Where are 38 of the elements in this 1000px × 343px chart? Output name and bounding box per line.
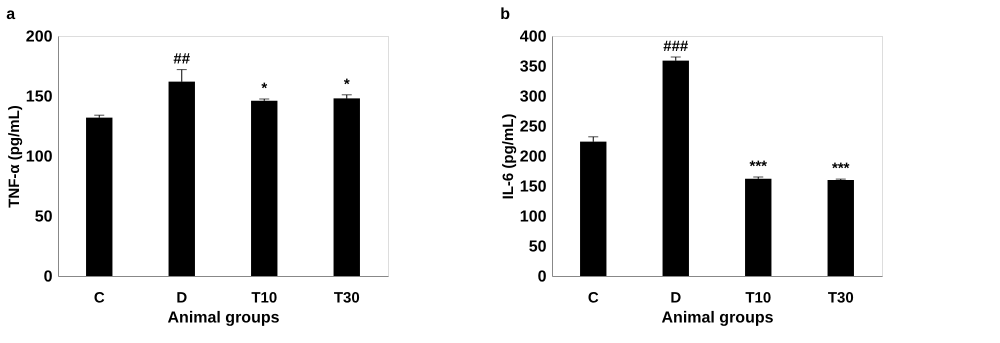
y-tick-label: 300: [520, 88, 547, 106]
y-tick-label: 50: [34, 208, 53, 226]
y-tick-label: 150: [520, 178, 547, 196]
y-tick-label: 150: [26, 88, 53, 106]
annotation: ***: [832, 160, 850, 178]
x-tick-label: T10: [251, 290, 278, 306]
x-tick-label: T10: [745, 290, 772, 306]
x-tick-label: C: [588, 290, 599, 306]
y-tick-label: 100: [520, 208, 547, 226]
y-axis-title: TNF-α (pg/mL): [6, 105, 23, 208]
bar: [334, 98, 360, 276]
annotation: *: [261, 80, 268, 97]
y-tick-label: 200: [26, 28, 53, 46]
annotation: ***: [749, 158, 768, 175]
y-tick-label: 50: [528, 238, 547, 256]
bar: [662, 60, 689, 276]
x-tick-label: D: [670, 290, 682, 306]
y-tick-label: 200: [520, 148, 547, 166]
x-tick-label: T30: [334, 290, 360, 306]
y-tick-label: 400: [520, 28, 547, 46]
y-tick-label: 350: [520, 58, 547, 76]
x-axis-title: Animal groups: [661, 310, 774, 326]
chart-title: a: [6, 6, 16, 23]
y-tick-label: 0: [538, 268, 547, 286]
annotation: *: [344, 76, 350, 93]
x-axis-title: Animal groups: [167, 310, 280, 326]
bar: [580, 142, 606, 276]
y-tick-label: 250: [520, 118, 547, 136]
y-tick-label: 100: [26, 148, 53, 166]
y-axis-title: IL-6 (pg/mL): [500, 114, 517, 200]
x-tick-label: T30: [828, 290, 854, 306]
bar: [828, 180, 854, 276]
annotation: ##: [173, 50, 191, 68]
annotation: ###: [663, 38, 689, 55]
chart-title: b: [500, 6, 510, 23]
y-tick-label: 0: [44, 268, 53, 286]
x-tick-label: C: [94, 290, 105, 306]
x-tick-label: D: [176, 290, 188, 306]
